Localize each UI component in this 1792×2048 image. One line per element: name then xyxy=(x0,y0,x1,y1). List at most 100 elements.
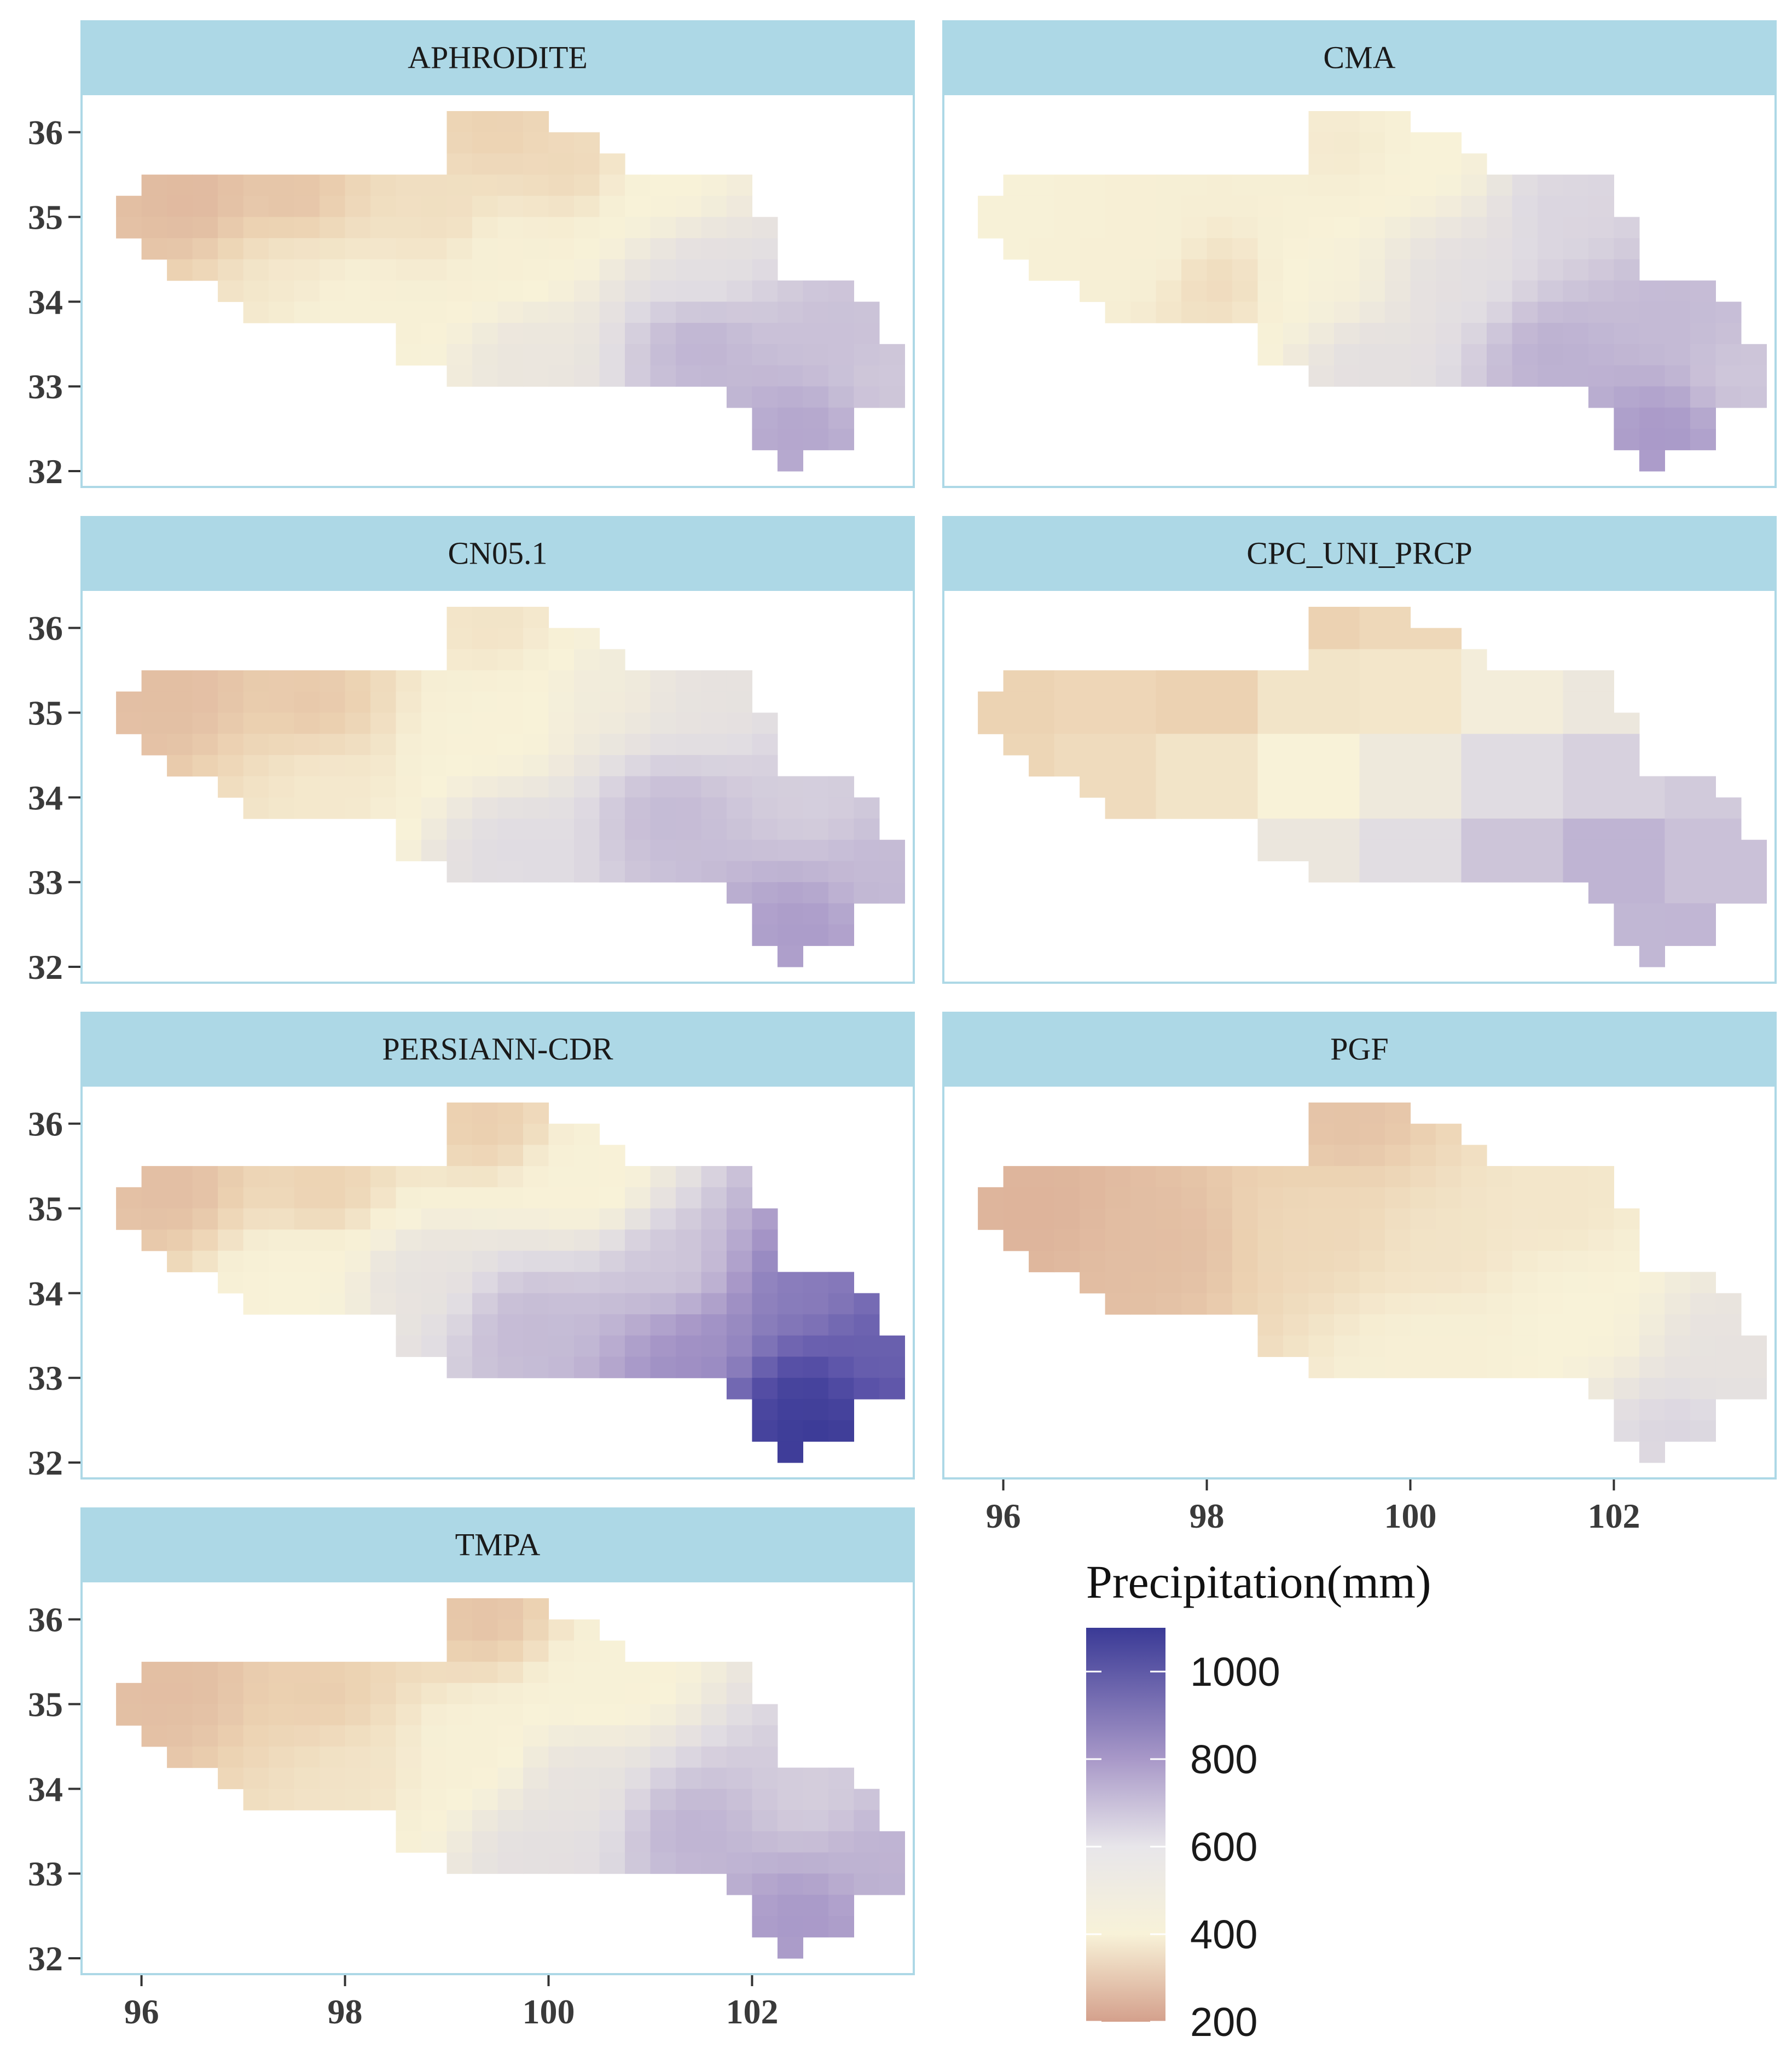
grid-cell xyxy=(1080,1208,1106,1230)
grid-cell xyxy=(1639,365,1665,387)
grid-cell xyxy=(167,175,193,196)
grid-cell xyxy=(1334,670,1360,692)
grid-cell xyxy=(625,1852,651,1874)
grid-cell xyxy=(1690,1378,1716,1400)
grid-cell xyxy=(701,1250,727,1273)
grid-cell xyxy=(1461,1166,1487,1188)
grid-cell xyxy=(1436,217,1462,239)
grid-cell xyxy=(1054,195,1080,218)
grid-cell xyxy=(752,280,778,302)
grid-cell xyxy=(548,217,575,239)
grid-cell xyxy=(1283,1335,1309,1357)
grid-cell xyxy=(854,344,880,366)
grid-cell xyxy=(243,691,269,713)
grid-cell xyxy=(1512,344,1538,366)
grid-cell xyxy=(497,1187,524,1209)
grid-cell xyxy=(1334,1187,1360,1209)
grid-cell xyxy=(1563,712,1589,734)
grid-cell xyxy=(1639,1378,1665,1400)
grid-cell xyxy=(320,1683,346,1705)
grid-cell xyxy=(446,1619,473,1641)
grid-cell xyxy=(599,839,625,862)
grid-cell xyxy=(777,1314,803,1336)
grid-cell xyxy=(574,365,600,387)
grid-cell xyxy=(1130,734,1157,756)
grid-cell xyxy=(1080,776,1106,798)
grid-cell xyxy=(599,1640,625,1662)
grid-cell xyxy=(625,776,651,798)
grid-cell xyxy=(370,1166,397,1188)
grid-cell xyxy=(1715,882,1742,904)
grid-cell xyxy=(879,365,905,387)
grid-cell xyxy=(1359,175,1385,196)
grid-cell xyxy=(1257,280,1284,302)
grid-cell xyxy=(320,301,346,323)
grid-cell xyxy=(396,238,422,260)
grid-cell xyxy=(1334,755,1360,777)
grid-cell xyxy=(370,797,397,819)
grid-cell xyxy=(1308,111,1335,133)
grid-cell xyxy=(1665,344,1691,366)
grid-cell xyxy=(1588,670,1614,692)
grid-cell xyxy=(777,1894,803,1917)
grid-cell xyxy=(294,691,320,713)
grid-cell xyxy=(1334,1293,1360,1315)
grid-cell xyxy=(1436,1250,1462,1273)
grid-cell xyxy=(1665,365,1691,387)
grid-cell xyxy=(1385,1335,1411,1357)
grid-cell xyxy=(726,1683,752,1705)
grid-cell xyxy=(879,1852,905,1874)
grid-cell xyxy=(243,1746,269,1768)
grid-cell xyxy=(599,1746,625,1768)
grid-cell xyxy=(243,217,269,239)
grid-cell xyxy=(1334,649,1360,671)
grid-cell xyxy=(345,755,371,777)
grid-cell xyxy=(599,280,625,302)
grid-cell xyxy=(828,365,854,387)
grid-cell xyxy=(1461,259,1487,281)
grid-cell xyxy=(854,1378,880,1400)
grid-cell xyxy=(828,1767,854,1789)
grid-cell xyxy=(574,691,600,713)
grid-cell xyxy=(1385,195,1411,218)
grid-cell xyxy=(446,132,473,154)
grid-cell xyxy=(269,280,295,302)
grid-cell xyxy=(752,882,778,904)
grid-cell xyxy=(599,649,625,671)
grid-cell xyxy=(1130,755,1157,777)
grid-cell xyxy=(1207,734,1233,756)
grid-cell xyxy=(421,1725,448,1747)
grid-cell xyxy=(1257,712,1284,734)
grid-cell xyxy=(1334,195,1360,218)
grid-cell xyxy=(472,1293,498,1315)
grid-cell xyxy=(1232,1250,1259,1273)
grid-cell xyxy=(599,1662,625,1684)
grid-cell xyxy=(625,1831,651,1853)
grid-cell xyxy=(472,628,498,649)
grid-cell xyxy=(1283,712,1309,734)
grid-cell xyxy=(1512,217,1538,239)
grid-cell xyxy=(396,1187,422,1209)
grid-cell xyxy=(1334,861,1360,883)
grid-cell xyxy=(396,1208,422,1230)
grid-cell xyxy=(1105,1166,1131,1188)
grid-cell xyxy=(726,1335,752,1357)
grid-cell xyxy=(1257,1208,1284,1230)
grid-cell xyxy=(676,1683,702,1705)
y-tick-label: 33 xyxy=(28,1359,63,1397)
grid-cell xyxy=(726,1293,752,1315)
grid-cell xyxy=(320,238,346,260)
grid-cell xyxy=(1080,670,1106,692)
grid-cell xyxy=(523,1250,549,1273)
grid-cell xyxy=(243,1683,269,1705)
grid-cell xyxy=(523,132,549,154)
grid-cell xyxy=(625,1767,651,1789)
strip-tmpa xyxy=(80,1507,915,1581)
grid-cell xyxy=(803,1335,829,1357)
grid-cell xyxy=(803,861,829,883)
grid-cell xyxy=(1181,1229,1208,1251)
grid-cell xyxy=(1538,175,1564,196)
grid-cell xyxy=(574,132,600,154)
grid-cell xyxy=(1181,280,1208,302)
grid-cell xyxy=(497,734,524,756)
